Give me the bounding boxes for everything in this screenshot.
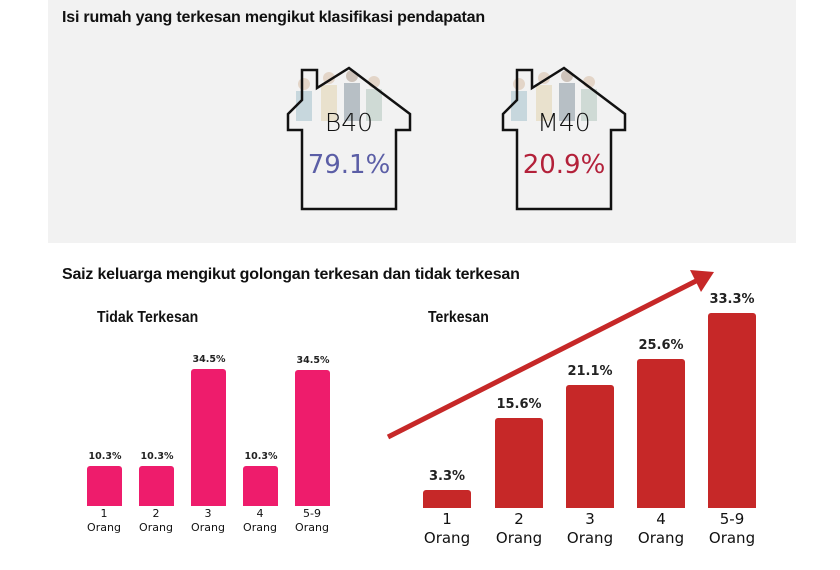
- bar-value-label: 15.6%: [496, 397, 542, 412]
- house-label: M40: [537, 108, 591, 137]
- bar-3-orang: [191, 369, 226, 506]
- house-outline-icon: [501, 66, 627, 211]
- bar-1-orang: [423, 490, 471, 508]
- category-label: 3 Orang: [566, 510, 614, 547]
- bar-5-9-orang: [708, 313, 756, 508]
- bar-3-orang: [566, 385, 614, 508]
- bar-value-label: 10.3%: [88, 451, 122, 462]
- bar-2-orang: [495, 418, 543, 508]
- left-chart-title: Tidak Terkesan: [97, 309, 199, 326]
- category-label: 5-9 Orang: [295, 507, 329, 534]
- category-label: 1 Orang: [423, 510, 471, 547]
- bar-value-label: 10.3%: [140, 451, 174, 462]
- right-chart-title: Terkesan: [428, 309, 489, 326]
- bar-value-label: 34.5%: [296, 355, 330, 366]
- family-size-title: Saiz keluarga mengikut golongan terkesan…: [62, 266, 520, 283]
- house-label: B40: [324, 108, 374, 137]
- income-classification-panel: [48, 0, 796, 243]
- bar-value-label: 34.5%: [192, 354, 226, 365]
- bar-value-label: 25.6%: [638, 338, 684, 353]
- bar-4-orang: [637, 359, 685, 508]
- panel-title: Isi rumah yang terkesan mengikut klasifi…: [62, 9, 485, 26]
- bar-1-orang: [87, 466, 122, 506]
- category-label: 2 Orang: [495, 510, 543, 547]
- bar-value-label: 3.3%: [428, 469, 466, 484]
- category-label: 2 Orang: [139, 507, 173, 534]
- bar-5-9-orang: [295, 370, 330, 506]
- category-label: 1 Orang: [87, 507, 121, 534]
- house-value: 20.9%: [522, 150, 606, 180]
- category-label: 5-9 Orang: [708, 510, 756, 547]
- house-m40: M40 20.9%: [499, 66, 629, 216]
- bar-4-orang: [243, 466, 278, 506]
- category-label: 4 Orang: [243, 507, 277, 534]
- bar-value-label: 21.1%: [567, 364, 613, 379]
- category-label: 3 Orang: [191, 507, 225, 534]
- house-value: 79.1%: [307, 150, 391, 180]
- category-label: 4 Orang: [637, 510, 685, 547]
- bar-value-label: 33.3%: [709, 292, 755, 307]
- bar-value-label: 10.3%: [244, 451, 278, 462]
- bar-2-orang: [139, 466, 174, 506]
- house-b40: B40 79.1%: [284, 66, 414, 216]
- house-outline-icon: [286, 66, 412, 211]
